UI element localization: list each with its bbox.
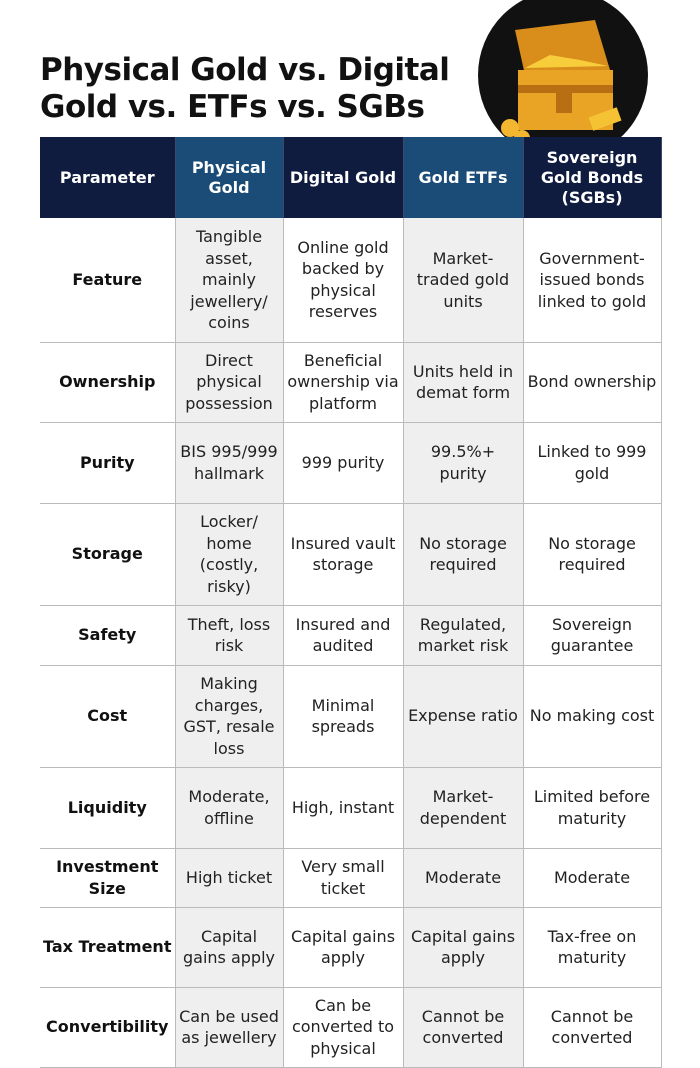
parameter-cell: Tax Treatment [40,907,176,988]
table-cell: No storage required [523,503,662,606]
table-row: Investment Size High ticket Very small tic… [40,848,662,908]
column-header: Sovereign Gold Bonds (SGBs) [523,137,662,218]
parameter-cell: Safety [40,605,176,666]
table-cell: Limited before maturity [523,767,662,849]
table-cell: Bond ownership [523,342,662,423]
title: Physical Gold vs. Digital Gold vs. ETFs v… [40,52,450,126]
parameter-cell: Purity [40,422,176,504]
table-cell: Cannot be converted [403,987,524,1068]
table-row: Storage Locker/ home (costly, risky) Insur… [40,503,662,606]
table-cell: Tax-free on maturity [523,907,662,988]
table-cell: Cannot be converted [523,987,662,1068]
table-row: Tax Treatment Capital gains apply Capital … [40,907,662,988]
table-cell: Online gold backed by physical reserves [283,218,404,343]
table-cell: Insured and audited [283,605,404,666]
parameter-cell: Convertibility [40,987,176,1068]
treasure-icon [478,0,648,150]
table-cell: Moderate [403,848,524,908]
gold-coin [501,119,519,137]
table-cell: Units held in demat form [403,342,524,423]
parameter-cell: Feature [40,218,176,343]
table-cell: Sovereign guarantee [523,605,662,666]
table-cell: Locker/ home (costly, risky) [175,503,284,606]
column-header: Parameter [40,137,176,218]
table-cell: No storage required [403,503,524,606]
column-header: Digital Gold [283,137,404,218]
table-cell: Moderate [523,848,662,908]
table-cell: Capital gains apply [175,907,284,988]
gold-bar [588,107,622,131]
chest-lock [556,93,572,113]
table-row: Cost Making charges, GST, resale loss Mini… [40,665,662,768]
parameter-cell: Storage [40,503,176,606]
table-cell: Direct physical possession [175,342,284,423]
table-cell: Government-issued bonds linked to gold [523,218,662,343]
table-cell: Capital gains apply [403,907,524,988]
table-cell: High ticket [175,848,284,908]
table-cell: Expense ratio [403,665,524,768]
table-cell: BIS 995/999 hallmark [175,422,284,504]
table-cell: Making charges, GST, resale loss [175,665,284,768]
table-cell: Minimal spreads [283,665,404,768]
table-cell: Can be converted to physical [283,987,404,1068]
table-cell: 999 purity [283,422,404,504]
column-header: Gold ETFs [403,137,524,218]
chest-band [518,85,613,93]
table-cell: No making cost [523,665,662,768]
title-line: Physical Gold vs. Digital [40,52,450,88]
table-cell: Very small ticket [283,848,404,908]
parameter-cell: Liquidity [40,767,176,849]
table-cell: Market-traded gold units [403,218,524,343]
table-cell: 99.5%+ purity [403,422,524,504]
header-row: Parameter Physical Gold Digital Gold Gold E… [40,137,662,218]
parameter-cell: Investment Size [40,848,176,908]
table-row: Ownership Direct physical possession Benef… [40,342,662,423]
table-cell: Moderate, offline [175,767,284,849]
parameter-cell: Ownership [40,342,176,423]
table-row: Convertibility Can be used as jewellery Ca… [40,987,662,1068]
table-cell: Insured vault storage [283,503,404,606]
table-cell: Beneficial ownership via platform [283,342,404,423]
table-row: Feature Tangible asset, mainly jewellery/… [40,218,662,343]
table-cell: Tangible asset, mainly jewellery/ coins [175,218,284,343]
table-cell: High, instant [283,767,404,849]
title-line: Gold vs. ETFs vs. SGBs [40,89,425,125]
comparison-table: Parameter Physical Gold Digital Gold Gold E… [40,137,662,1068]
table-cell: Regulated, market risk [403,605,524,666]
table-cell: Can be used as jewellery [175,987,284,1068]
table-cell: Market-dependent [403,767,524,849]
table-cell: Capital gains apply [283,907,404,988]
column-header: Physical Gold [175,137,284,218]
table-row: Safety Theft, loss risk Insured and audite… [40,605,662,666]
parameter-cell: Cost [40,665,176,768]
table-row: Liquidity Moderate, offline High, instant M… [40,767,662,849]
gold-pile [525,55,608,68]
table-cell: Theft, loss risk [175,605,284,666]
table-cell: Linked to 999 gold [523,422,662,504]
table-row: Purity BIS 995/999 hallmark 999 purity 99.5… [40,422,662,504]
